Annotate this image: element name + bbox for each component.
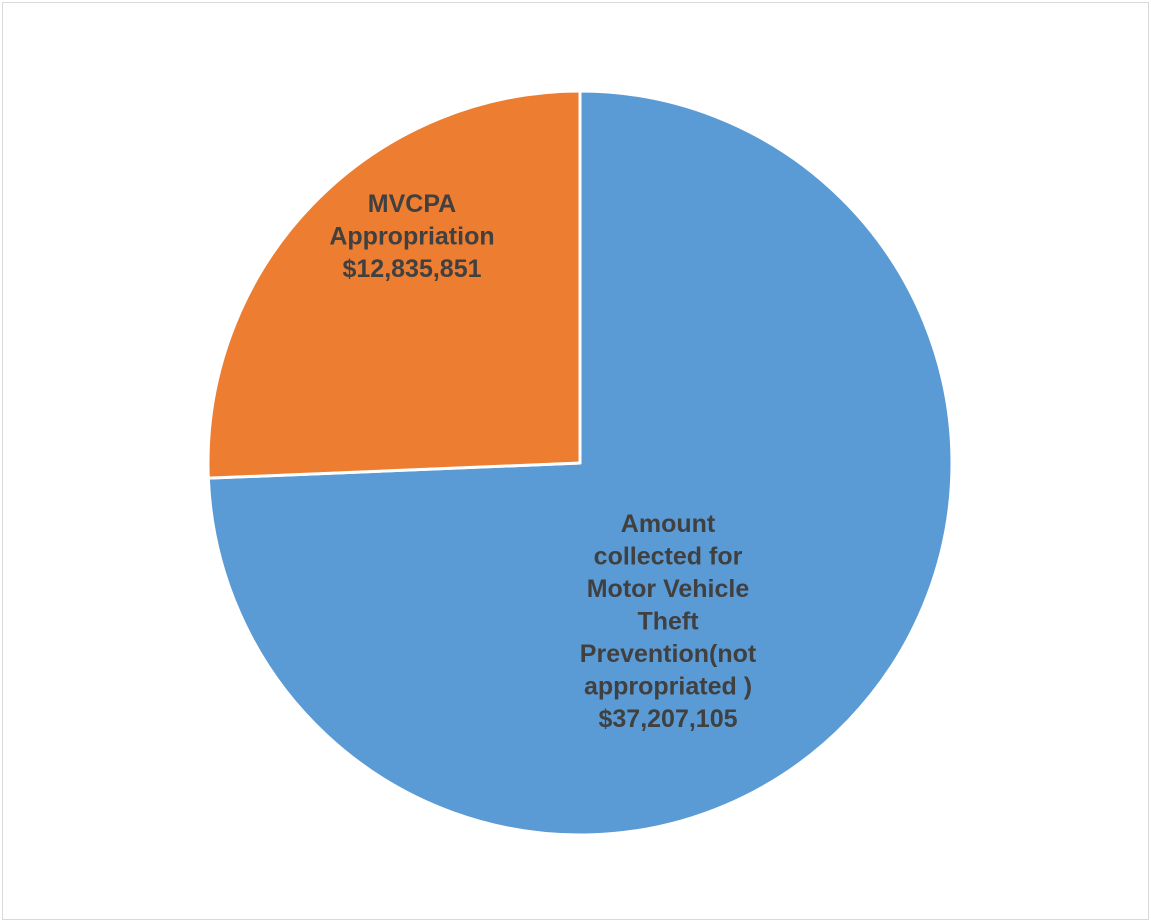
labels-layer: Amount collected for Motor Vehicle Theft Pre…: [329, 190, 756, 733]
slices-layer: [206, 89, 954, 837]
slice-label-2: MVCPA Appropriation $12,835,851: [329, 190, 494, 283]
slice-label-line: appropriated ): [584, 673, 752, 701]
slice-label-line: MVCPA: [368, 190, 456, 218]
slice-label-line: Motor Vehicle: [587, 575, 750, 603]
slice-label-line: $37,207,105: [598, 705, 737, 733]
slice-label-line: Theft: [637, 608, 699, 636]
slice-label-line: collected for: [594, 543, 743, 571]
slice-label-line: Amount: [621, 510, 716, 538]
slice-label-1: Amount collected for Motor Vehicle Theft Pre…: [580, 510, 757, 733]
pie-slice-2: [206, 89, 582, 480]
slice-label-line: $12,835,851: [342, 255, 481, 283]
slice-label-line: Appropriation: [329, 223, 494, 251]
slice-label-line: Prevention(not: [580, 640, 757, 668]
